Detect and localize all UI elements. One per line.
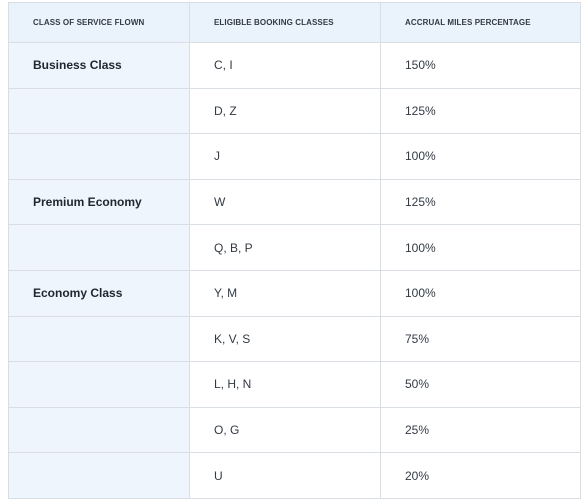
booking-classes-cell: Y, M: [189, 269, 381, 317]
percentage-cell: 150%: [380, 42, 581, 89]
header-cell: CLASS OF SERVICE FLOWN: [8, 2, 190, 43]
table-row: D, Z 125%: [8, 87, 581, 135]
table-row: O, G 25%: [8, 406, 581, 454]
booking-classes-cell: L, H, N: [189, 361, 381, 408]
accrual-table: CLASS OF SERVICE FLOWN ELIGIBLE BOOKING …: [8, 2, 581, 499]
empty-cell: [8, 406, 190, 454]
booking-classes-cell: K, V, S: [189, 315, 381, 363]
booking-classes-cell: D, Z: [189, 87, 381, 135]
table-row: L, H, N 50%: [8, 361, 581, 408]
booking-classes-cell: J: [189, 133, 381, 180]
booking-classes-cell: C, I: [189, 42, 381, 89]
table-row: Q, B, P 100%: [8, 224, 581, 271]
table-row: Economy Class Y, M 100%: [8, 269, 581, 317]
class-cell: Premium Economy: [8, 178, 190, 226]
percentage-cell: 100%: [380, 269, 581, 317]
class-cell: Business Class: [8, 42, 190, 89]
empty-cell: [8, 224, 190, 271]
percentage-cell: 125%: [380, 178, 581, 226]
empty-cell: [8, 133, 190, 180]
table-body: Business Class C, I 150% D, Z 125% J 100% Premi…: [8, 42, 581, 499]
header-row: CLASS OF SERVICE FLOWN ELIGIBLE BOOKING …: [8, 2, 581, 43]
empty-cell: [8, 87, 190, 135]
table-row: J 100%: [8, 133, 581, 180]
header-cell: ELIGIBLE BOOKING CLASSES: [189, 2, 381, 43]
percentage-cell: 100%: [380, 133, 581, 180]
empty-cell: [8, 315, 190, 363]
percentage-cell: 100%: [380, 224, 581, 271]
percentage-cell: 25%: [380, 406, 581, 454]
percentage-cell: 20%: [380, 452, 581, 499]
table-container: CLASS OF SERVICE FLOWN ELIGIBLE BOOKING …: [8, 2, 581, 499]
table-row: Business Class C, I 150%: [8, 42, 581, 89]
table-row: K, V, S 75%: [8, 315, 581, 363]
empty-cell: [8, 452, 190, 499]
booking-classes-cell: O, G: [189, 406, 381, 454]
percentage-cell: 50%: [380, 361, 581, 408]
percentage-cell: 75%: [380, 315, 581, 363]
booking-classes-cell: U: [189, 452, 381, 499]
empty-cell: [8, 361, 190, 408]
header-cell: ACCRUAL MILES PERCENTAGE: [380, 2, 581, 43]
table-row: Premium Economy W 125%: [8, 178, 581, 226]
table-row: U 20%: [8, 452, 581, 499]
booking-classes-cell: W: [189, 178, 381, 226]
percentage-cell: 125%: [380, 87, 581, 135]
class-cell: Economy Class: [8, 269, 190, 317]
booking-classes-cell: Q, B, P: [189, 224, 381, 271]
